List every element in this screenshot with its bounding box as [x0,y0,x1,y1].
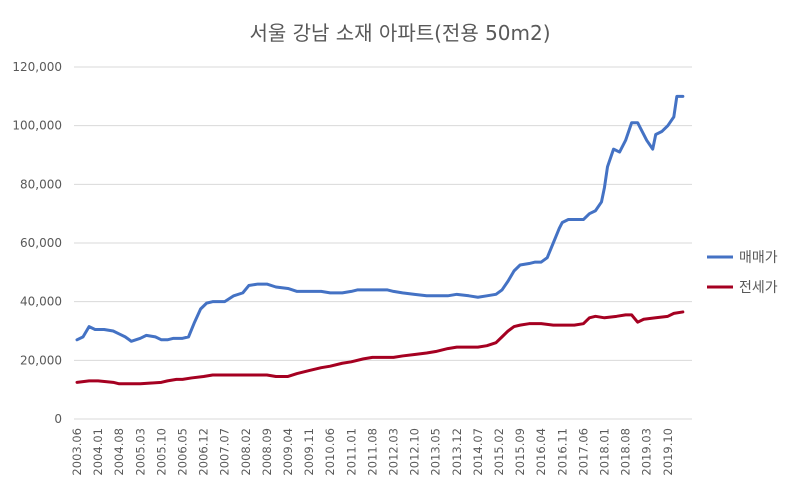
x-tick-label: 2019.03 [640,428,654,476]
x-tick-label: 2007.07 [218,428,232,476]
legend-label: 매매가 [739,250,778,266]
y-tick-label: 40,000 [20,295,62,309]
x-axis-ticks: 2003.06 2004.01 2004.08 2005.03 2005.10 2006.… [70,428,675,476]
x-tick-label: 2015.02 [492,428,506,476]
series-line-1 [75,310,685,386]
legend-label: 전세가 [739,280,778,296]
y-tick-label: 120,000 [12,60,62,74]
x-tick-label: 2009.04 [281,428,295,476]
x-tick-label: 2006.05 [176,428,190,476]
x-tick-label: 2004.08 [112,428,126,476]
x-tick-label: 2019.10 [661,428,675,476]
series-lines [75,94,685,386]
x-tick-label: 2017.06 [576,428,590,476]
series-line-0 [75,94,685,343]
y-tick-label: 0 [54,412,62,426]
x-tick-label: 2016.11 [555,428,569,476]
x-tick-label: 2005.03 [133,428,147,476]
y-tick-label: 100,000 [12,119,62,133]
y-tick-label: 80,000 [20,177,62,191]
x-tick-label: 2018.08 [619,428,633,476]
x-tick-label: 2010.06 [323,428,337,476]
gridlines [74,66,692,420]
x-tick-label: 2008.09 [260,428,274,476]
x-tick-label: 2011.01 [344,428,358,476]
x-tick-label: 2005.10 [154,428,168,476]
x-tick-label: 2006.12 [197,428,211,476]
x-tick-label: 2004.01 [91,428,105,476]
x-tick-label: 2008.02 [239,428,253,476]
y-tick-label: 60,000 [20,236,62,250]
x-tick-label: 2016.04 [534,428,548,476]
x-tick-label: 2018.01 [598,428,612,476]
x-tick-label: 2013.05 [429,428,443,476]
x-tick-label: 2012.10 [408,428,422,476]
x-tick-label: 2013.12 [450,428,464,476]
chart-title: 서울 강남 소재 아파트(전용 50m2) [249,21,550,45]
x-tick-label: 2015.09 [513,428,527,476]
x-tick-label: 2014.07 [471,428,485,476]
y-tick-label: 20,000 [20,353,62,367]
y-axis-ticks: 0 20,000 40,000 60,000 80,000 100,000 120,000 [12,60,62,426]
x-tick-label: 2011.08 [365,428,379,476]
x-tick-label: 2003.06 [70,428,84,476]
x-tick-label: 2009.11 [302,428,316,476]
x-tick-label: 2012.03 [387,428,401,476]
